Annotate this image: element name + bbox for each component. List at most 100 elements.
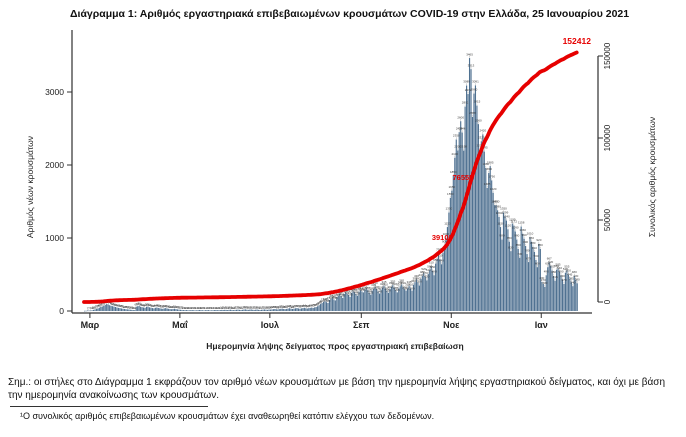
bar — [353, 292, 356, 311]
total-cases-label: 152412 — [563, 36, 592, 46]
bar — [442, 252, 444, 311]
bar-label: 265 — [356, 287, 361, 291]
bar — [320, 304, 322, 311]
bar — [299, 308, 301, 311]
bar — [547, 267, 549, 311]
bar-label: 46 — [98, 303, 102, 307]
bar — [117, 307, 120, 311]
bar — [317, 306, 319, 311]
bar-label: 25 — [272, 305, 276, 309]
bar-label: 395 — [569, 276, 574, 280]
bar-label: 3089 — [463, 80, 470, 84]
bar — [327, 302, 329, 311]
bar — [398, 288, 400, 311]
bar — [527, 262, 530, 311]
bar-label: 20 — [255, 305, 259, 309]
bar-label: 12 — [216, 306, 220, 310]
bar — [297, 308, 300, 311]
bar-label: 7 — [90, 306, 92, 310]
bar — [405, 290, 407, 311]
bar-label: 10 — [195, 306, 199, 310]
bar — [232, 310, 235, 311]
bar — [519, 257, 521, 311]
bar-label: 44 — [154, 304, 158, 308]
bar — [191, 310, 193, 311]
chart-title: Διάγραμμα 1: Αριθμός εργαστηριακά επιβεβ… — [70, 8, 630, 20]
bar — [85, 310, 87, 312]
bar-label: 18 — [254, 305, 258, 309]
bar — [541, 281, 543, 311]
bar-label: 280 — [404, 286, 409, 290]
bar-label: 920 — [536, 238, 541, 242]
bar — [432, 270, 434, 311]
bar-label: 16 — [257, 306, 261, 310]
bar — [474, 85, 477, 312]
bar — [435, 263, 437, 311]
bar — [395, 290, 397, 311]
bar — [212, 310, 214, 311]
bar — [162, 308, 164, 311]
bar-label: 500 — [566, 269, 571, 273]
bar — [483, 151, 485, 311]
bar-label: 3465 — [466, 52, 473, 56]
bar-label: 21 — [263, 305, 267, 309]
bar — [91, 310, 93, 311]
bar — [293, 308, 295, 311]
bar-label: 285 — [393, 286, 398, 290]
bar-label: 270 — [359, 287, 364, 291]
bar — [563, 283, 565, 311]
bar-label: 1120 — [505, 223, 512, 227]
bar-label: 525 — [563, 267, 568, 271]
bar-label: 50 — [313, 303, 317, 307]
bar — [476, 105, 478, 311]
bar-label: 17 — [241, 306, 245, 310]
bar — [266, 309, 269, 311]
bar — [237, 309, 239, 311]
bar-label: 370 — [561, 278, 566, 282]
bar — [443, 245, 446, 311]
bar-label: 330 — [401, 281, 406, 285]
bar — [498, 216, 500, 311]
bar-label: 180 — [340, 294, 345, 298]
bar-label: 250 — [386, 289, 391, 293]
bar-label: 430 — [414, 274, 419, 278]
bar-label: 16 — [227, 306, 231, 310]
bar-label: 360 — [411, 279, 416, 283]
bar — [109, 305, 111, 311]
bar-label: 670 — [526, 256, 531, 260]
bar — [526, 254, 528, 311]
bar — [290, 308, 292, 311]
bar-label: 44 — [303, 304, 307, 308]
bar — [175, 309, 177, 311]
bar-label: 1450 — [493, 199, 500, 203]
bar — [206, 310, 208, 311]
bar-label: 240 — [377, 289, 382, 293]
bar-label: 210 — [355, 291, 360, 295]
bar-label: 555 — [550, 265, 555, 269]
bar-label: 46 — [149, 303, 153, 307]
bar — [370, 294, 372, 311]
bar-label: 510 — [426, 268, 431, 272]
bar — [221, 309, 223, 311]
bar-label: 20 — [267, 305, 271, 309]
bar-label: 135 — [322, 297, 327, 301]
x-axis-tick-label: Μαρ — [81, 320, 100, 330]
bar-label: 280 — [410, 286, 415, 290]
bar-label: 1985 — [487, 160, 494, 164]
bar-label: 1850 — [450, 170, 457, 174]
bar-label: 30 — [279, 305, 283, 309]
bar — [168, 308, 170, 311]
bar-label: 13 — [205, 306, 209, 310]
bar-label: 10 — [201, 306, 205, 310]
bar — [507, 229, 509, 311]
bar — [138, 305, 140, 311]
bar-label: 12 — [196, 306, 200, 310]
bar-label: 1060 — [519, 228, 526, 232]
bar — [514, 231, 516, 311]
bar — [258, 309, 260, 311]
bar-label: 24 — [275, 305, 279, 309]
bar-label: 240 — [345, 289, 350, 293]
bar-label: 29 — [285, 305, 289, 309]
bar-label: 20 — [127, 305, 131, 309]
bar — [179, 309, 182, 311]
